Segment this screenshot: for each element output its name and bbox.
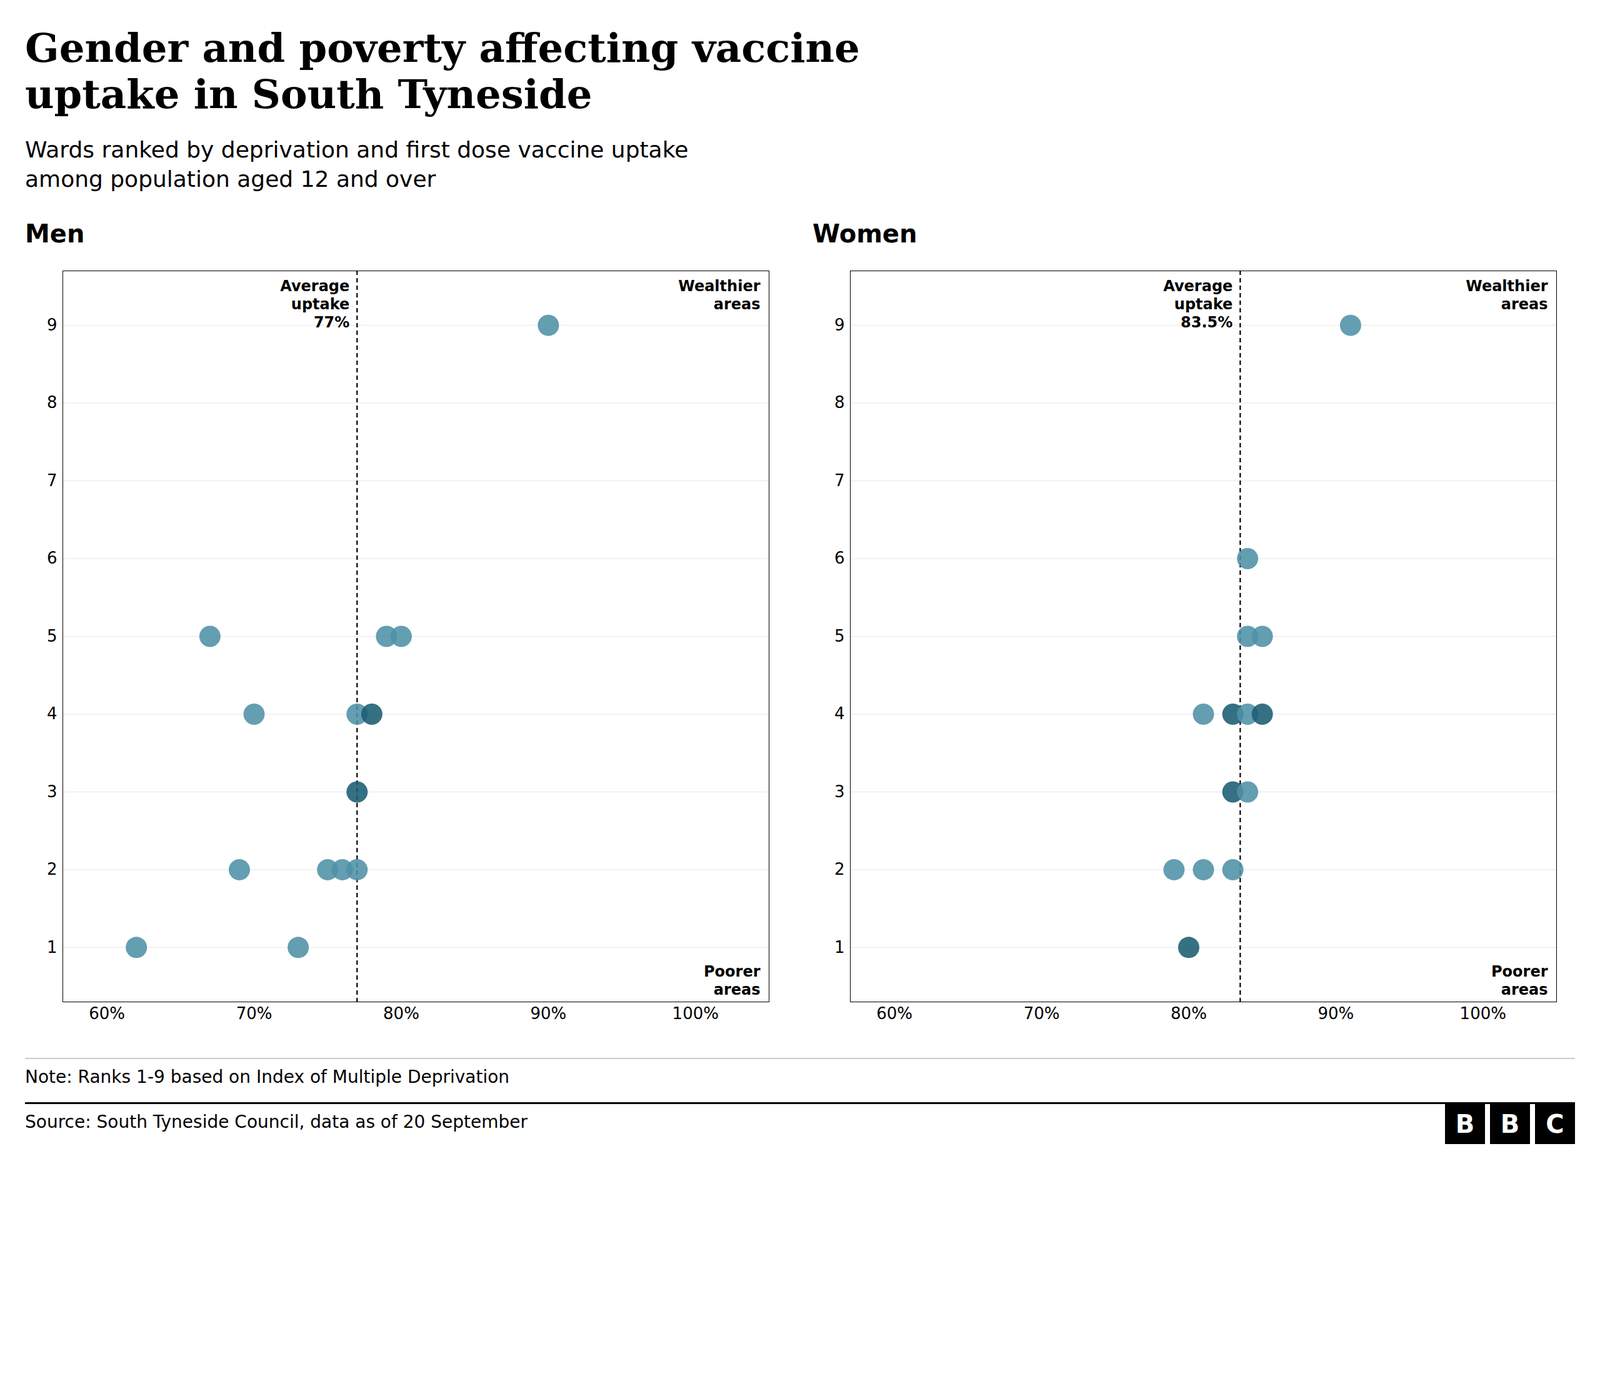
svg-text:7: 7	[46, 471, 58, 490]
svg-text:8: 8	[46, 393, 58, 412]
svg-text:1: 1	[46, 937, 58, 957]
svg-text:80%: 80%	[1170, 1004, 1207, 1024]
svg-text:9: 9	[46, 315, 58, 335]
html-text:Men: Men	[25, 219, 85, 248]
svg-text:8: 8	[834, 393, 845, 412]
svg-text:Poorerareas: Poorerareas	[703, 962, 761, 999]
svg-text:2: 2	[46, 860, 58, 879]
html-text:C: C	[1545, 1109, 1565, 1139]
svg-text:80%: 80%	[383, 1004, 420, 1024]
svg-text:9: 9	[834, 315, 845, 335]
html-text:Source: South Tyneside Council: Source: South Tyneside Council, data as …	[25, 1111, 528, 1133]
svg-text:5: 5	[834, 626, 845, 646]
html-text:Women: Women	[812, 219, 918, 248]
svg-text:70%: 70%	[1023, 1004, 1060, 1024]
svg-text:90%: 90%	[1317, 1004, 1354, 1024]
html-text:Note: Ranks 1-9 based on Index: Note: Ranks 1-9 based on Index of Multip…	[25, 1066, 510, 1088]
svg-text:2: 2	[834, 860, 845, 879]
svg-text:5: 5	[46, 626, 58, 646]
html-text:Gender and poverty affecting v: Gender and poverty affecting vaccine upt…	[25, 24, 860, 118]
svg-text:Poorerareas: Poorerareas	[1491, 962, 1549, 999]
svg-text:7: 7	[834, 471, 845, 490]
svg-text:1: 1	[834, 937, 845, 957]
svg-text:Wealthierareas: Wealthierareas	[678, 277, 760, 314]
html-text:B: B	[1500, 1109, 1520, 1139]
svg-text:70%: 70%	[236, 1004, 273, 1024]
svg-text:4: 4	[834, 704, 845, 724]
html-text:B: B	[1455, 1109, 1475, 1139]
svg-text:Averageuptake77%: Averageuptake77%	[280, 277, 350, 332]
svg-text:3: 3	[46, 782, 58, 802]
svg-text:6: 6	[46, 548, 58, 568]
svg-text:90%: 90%	[530, 1004, 567, 1024]
svg-text:6: 6	[834, 548, 845, 568]
svg-text:3: 3	[834, 782, 845, 802]
svg-text:60%: 60%	[88, 1004, 125, 1024]
svg-text:Averageuptake83.5%: Averageuptake83.5%	[1163, 277, 1233, 332]
html-text:Wards ranked by deprivation an: Wards ranked by deprivation and first do…	[25, 137, 689, 192]
svg-text:60%: 60%	[876, 1004, 913, 1024]
svg-text:100%: 100%	[672, 1004, 719, 1024]
svg-text:4: 4	[46, 704, 58, 724]
svg-text:100%: 100%	[1460, 1004, 1507, 1024]
svg-text:Wealthierareas: Wealthierareas	[1465, 277, 1548, 314]
